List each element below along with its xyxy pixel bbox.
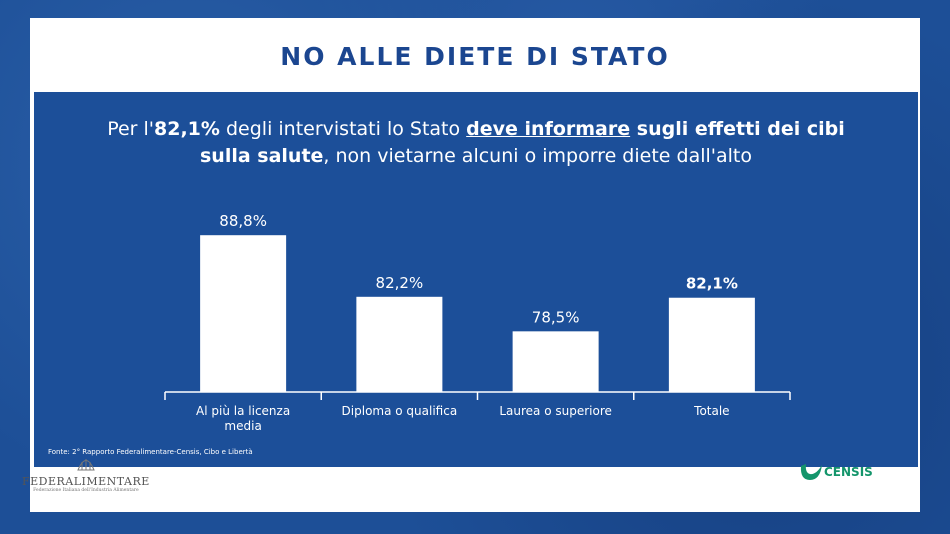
category-label: Al più la licenza [196,404,290,418]
headline-text: Per l' [107,118,155,140]
bar [668,297,755,392]
censis-emblem-icon [800,464,822,480]
data-label: 78,5% [532,308,580,326]
category-label: media [224,419,261,433]
headline-text: degli intervistati lo Stato [219,118,467,140]
data-label: 82,1% [686,275,738,293]
chart-panel: Per l'82,1% degli intervistati lo Stato … [34,92,918,467]
federalimentare-name: FEDERALIMENTARE [22,475,150,488]
slide-card: NO ALLE DIETE DI STATO Per l'82,1% degli… [30,18,920,512]
data-label: 82,2% [376,274,424,292]
source-note: Fonte: 2° Rapporto Federalimentare-Censi… [48,448,253,456]
bar [512,331,599,392]
federalimentare-emblem-icon [77,459,95,471]
category-label: Totale [693,404,729,418]
data-label: 88,8% [219,212,267,230]
headline-bold: sugli effetti dei cibi [630,118,845,140]
bar [356,296,443,392]
slide-title: NO ALLE DIETE DI STATO [280,42,670,71]
category-label: Laurea o superiore [499,404,612,418]
headline-text: , non vietarne alcuni o imporre diete da… [323,145,752,167]
bar [200,235,287,392]
headline-emphasis: deve informare [466,118,631,140]
headline: Per l'82,1% degli intervistati lo Stato … [74,116,878,170]
censis-logo: CENSIS [798,462,873,482]
headline-bold: sulla salute [199,145,324,167]
federalimentare-sub: Federazione Italiana dell'Industria Alim… [33,488,139,493]
censis-name: CENSIS [824,465,873,479]
category-label: Diploma o qualifica [342,404,458,418]
headline-pct: 82,1% [154,118,220,140]
federalimentare-logo: FEDERALIMENTARE Federazione Italiana del… [22,455,150,493]
